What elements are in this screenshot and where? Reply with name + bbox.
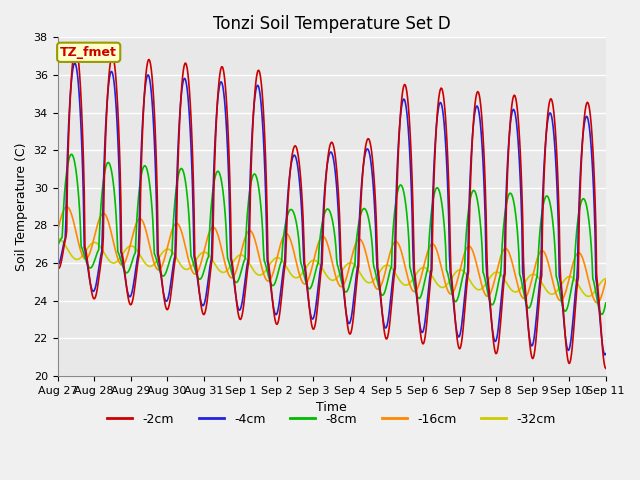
Line: -32cm: -32cm: [58, 239, 605, 296]
-4cm: [601, 352, 609, 358]
-4cm: [63, 152, 71, 158]
Line: -16cm: -16cm: [58, 207, 605, 303]
-16cm: [593, 300, 601, 306]
-4cm: [54, 262, 61, 268]
X-axis label: Time: Time: [316, 401, 347, 414]
-2cm: [121, 268, 129, 274]
-4cm: [121, 272, 129, 277]
-16cm: [54, 228, 61, 234]
-4cm: [399, 97, 407, 103]
-8cm: [602, 300, 609, 306]
Title: Tonzi Soil Temperature Set D: Tonzi Soil Temperature Set D: [212, 15, 451, 33]
-4cm: [415, 316, 423, 322]
Legend: -2cm, -4cm, -8cm, -16cm, -32cm: -2cm, -4cm, -8cm, -16cm, -32cm: [102, 408, 561, 431]
-16cm: [65, 204, 72, 210]
Y-axis label: Soil Temperature (C): Soil Temperature (C): [15, 143, 28, 271]
-4cm: [177, 104, 184, 110]
-8cm: [67, 151, 75, 157]
-8cm: [598, 312, 606, 317]
-2cm: [399, 87, 407, 93]
-32cm: [415, 267, 423, 273]
-2cm: [63, 175, 71, 181]
-32cm: [65, 247, 72, 253]
-32cm: [177, 262, 184, 267]
-16cm: [63, 204, 70, 210]
-16cm: [121, 260, 129, 265]
-2cm: [72, 44, 79, 49]
-32cm: [54, 236, 62, 241]
-4cm: [71, 60, 79, 66]
-16cm: [399, 254, 407, 260]
Line: -2cm: -2cm: [58, 47, 605, 368]
-4cm: [205, 269, 213, 275]
-8cm: [399, 186, 407, 192]
-2cm: [205, 280, 213, 286]
Text: TZ_fmet: TZ_fmet: [60, 46, 117, 59]
-16cm: [415, 282, 423, 288]
-32cm: [54, 236, 61, 241]
-16cm: [602, 278, 609, 284]
-8cm: [63, 164, 71, 169]
-2cm: [54, 264, 61, 270]
-32cm: [121, 248, 129, 254]
-2cm: [177, 106, 184, 112]
-8cm: [415, 296, 423, 301]
-8cm: [121, 268, 129, 274]
-8cm: [54, 243, 61, 249]
-32cm: [205, 252, 213, 258]
-16cm: [177, 225, 184, 231]
-32cm: [584, 293, 592, 299]
-8cm: [177, 167, 184, 172]
-2cm: [415, 316, 423, 322]
-32cm: [602, 276, 609, 282]
Line: -4cm: -4cm: [58, 63, 605, 355]
-4cm: [602, 351, 609, 357]
-8cm: [205, 235, 213, 240]
Line: -8cm: -8cm: [58, 154, 605, 314]
-16cm: [205, 229, 213, 235]
-32cm: [399, 281, 407, 287]
-2cm: [602, 365, 609, 371]
